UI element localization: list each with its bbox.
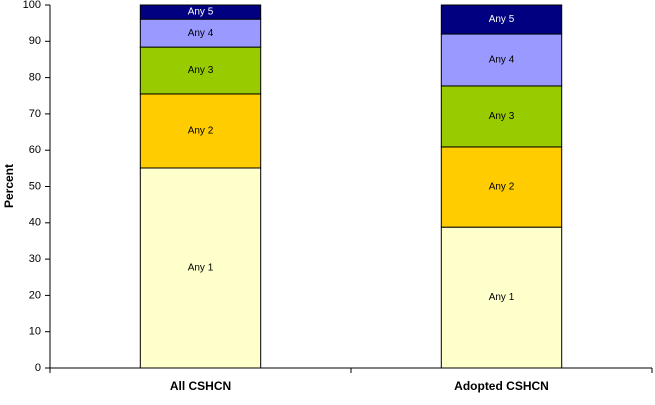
- segment-label: Any 1: [489, 292, 515, 303]
- y-tick-label: 90: [29, 35, 41, 47]
- bar-segment: [139, 93, 262, 169]
- segment-label: Any 3: [188, 65, 214, 76]
- bar-segment: [440, 33, 563, 87]
- segment-label: Any 4: [188, 28, 214, 39]
- segment-label: Any 3: [489, 111, 515, 122]
- bar-segment: [139, 4, 262, 20]
- x-tick-label: All CSHCN: [170, 379, 231, 393]
- segment-label: Any 2: [489, 182, 515, 193]
- segment-label: Any 4: [489, 55, 515, 66]
- segment-label: Any 2: [188, 126, 214, 137]
- y-tick-label: 50: [29, 180, 41, 192]
- y-tick-label: 20: [29, 289, 41, 301]
- bar-segment: [139, 18, 262, 48]
- bar-segment: [440, 146, 563, 228]
- bar-segment: [139, 167, 262, 369]
- y-tick-label: 60: [29, 144, 41, 156]
- bar-segment: [440, 226, 563, 369]
- y-tick-label: 100: [23, 0, 41, 11]
- y-axis-title: Percent: [2, 164, 16, 208]
- y-tick-label: 30: [29, 253, 41, 265]
- y-tick-label: 0: [35, 362, 41, 374]
- segment-label: Any 1: [188, 263, 214, 274]
- y-tick-label: 80: [29, 72, 41, 84]
- bar-segment: [139, 46, 262, 95]
- y-tick-label: 40: [29, 217, 41, 229]
- bar-segment: [440, 4, 563, 35]
- segment-label: Any 5: [188, 7, 214, 18]
- bar-segment: [440, 85, 563, 148]
- segment-label: Any 5: [489, 14, 515, 25]
- y-tick-label: 70: [29, 108, 41, 120]
- x-tick-label: Adopted CSHCN: [454, 379, 549, 393]
- y-tick-label: 10: [29, 326, 41, 338]
